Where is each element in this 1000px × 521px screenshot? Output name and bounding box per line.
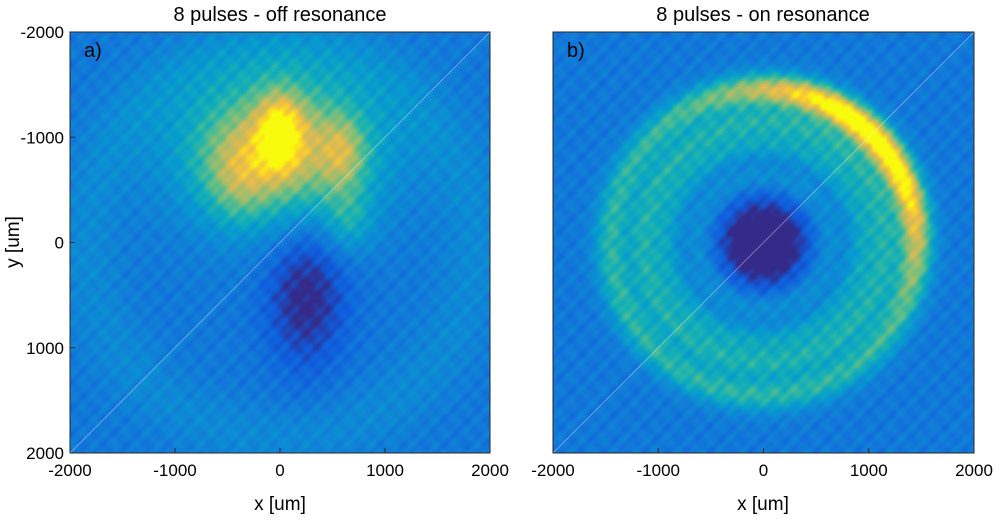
- x-tick-label: -2000: [531, 461, 574, 480]
- x-axis-label: x [um]: [737, 494, 789, 515]
- y-tick-label: 0: [55, 234, 64, 253]
- x-tick-label: 2000: [471, 461, 509, 480]
- diagonal-artifact: [552, 31, 975, 454]
- y-axis-label: y [um]: [3, 216, 24, 268]
- panel-off-resonance: 8 pulses - off resonance -2000 -1000 0 1000…: [3, 4, 509, 515]
- heatmap-image: [70, 32, 490, 453]
- x-tick-label: -1000: [637, 461, 680, 480]
- y-ticks: -2000 -1000 0 1000 2000: [21, 23, 75, 463]
- x-tick-label: -2000: [48, 461, 91, 480]
- y-tick-label: 1000: [26, 339, 64, 358]
- y-tick-label: -2000: [21, 23, 64, 42]
- panel-on-resonance: 8 pulses - on resonance -2000 -1000 0 1000 2…: [531, 4, 993, 515]
- y-tick-label: -1000: [21, 128, 64, 147]
- diagonal-artifact: [69, 31, 491, 454]
- x-tick-label: 1000: [366, 461, 404, 480]
- y-tick-label: 2000: [26, 444, 64, 463]
- x-tick-label: 0: [275, 461, 284, 480]
- title-on-resonance: 8 pulses - on resonance: [656, 4, 869, 26]
- panel-label-a: a): [84, 40, 102, 62]
- x-tick-label: 1000: [850, 461, 888, 480]
- x-tick-label: -1000: [153, 461, 196, 480]
- x-ticks: -2000 -1000 0 1000 2000: [48, 448, 509, 480]
- panel-label-b: b): [567, 40, 585, 62]
- x-tick-label: 0: [759, 461, 768, 480]
- title-off-resonance: 8 pulses - off resonance: [173, 4, 386, 26]
- x-ticks: -2000 -1000 0 1000 2000: [531, 448, 993, 480]
- x-axis-label: x [um]: [254, 494, 306, 515]
- x-tick-label: 2000: [955, 461, 993, 480]
- heatmap-image: [553, 32, 974, 453]
